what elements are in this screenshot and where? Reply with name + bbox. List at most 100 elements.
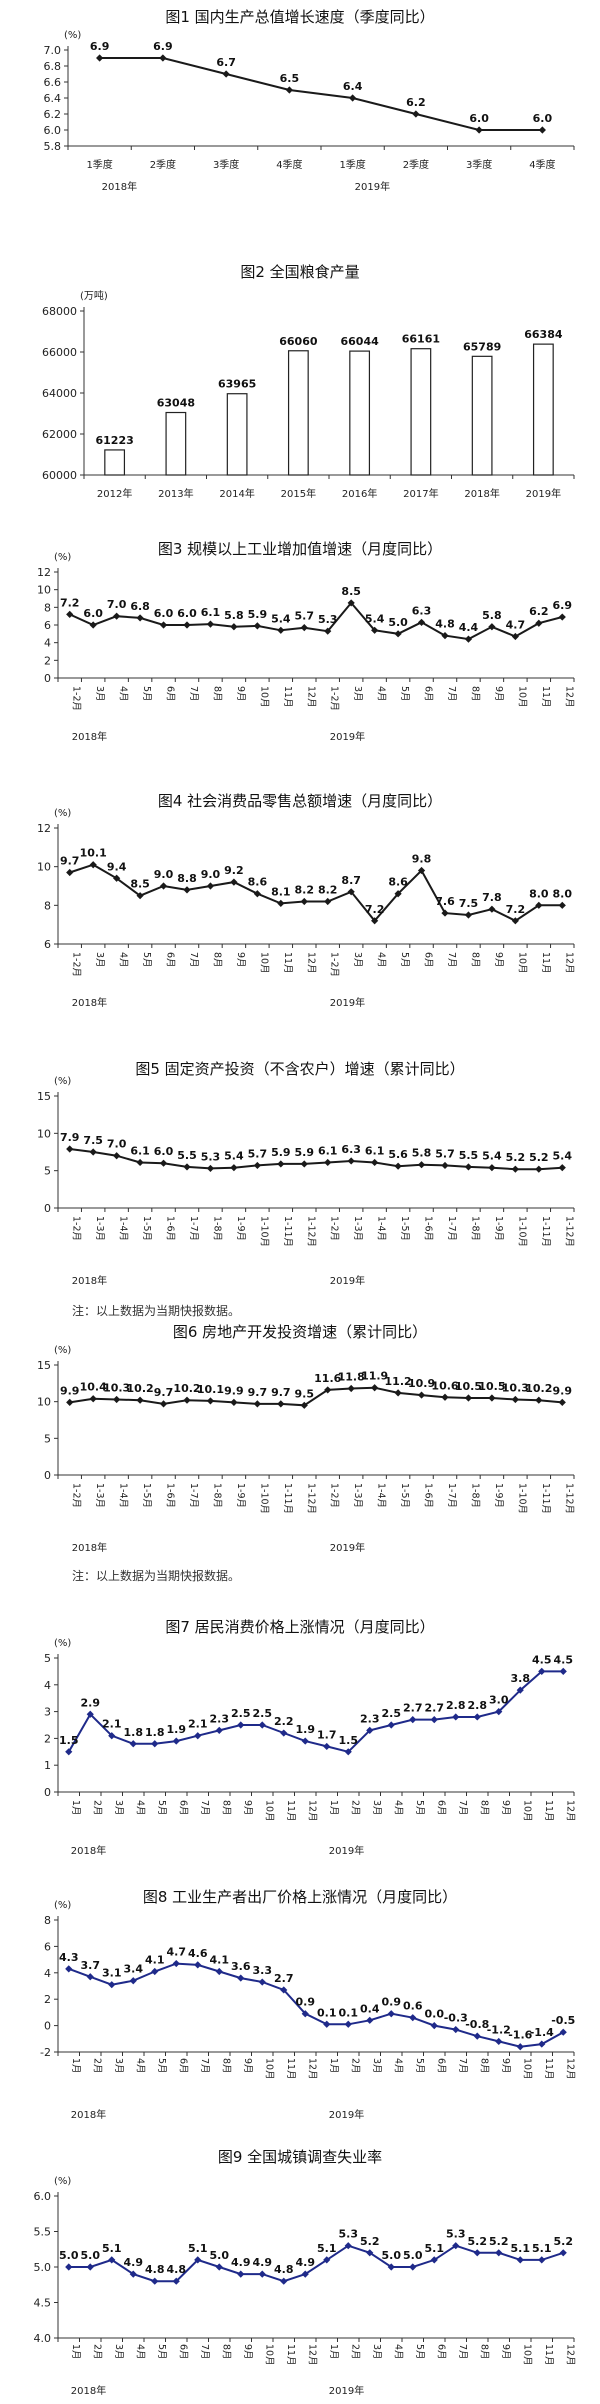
- data-label: 4.6: [188, 1947, 208, 1960]
- data-label: 2.8: [468, 1699, 488, 1712]
- data-label: 5.5: [177, 1149, 197, 1162]
- data-label: 9.0: [201, 868, 221, 881]
- data-point: [394, 630, 402, 638]
- y-tick-label: 5: [44, 1652, 51, 1665]
- figure-5: 图5 固定资产投资（不含农户）增速（累计同比） 0 5 10 15 (%) 7.9 1-2月…: [0, 1052, 600, 1322]
- data-point: [488, 1394, 496, 1402]
- x-tick-label: 6月: [423, 952, 434, 968]
- data-label: 2.7: [403, 1702, 423, 1715]
- y-tick-label: 10: [37, 1396, 51, 1409]
- x-tick-label: 9月: [242, 1800, 253, 1816]
- data-point: [159, 621, 168, 629]
- data-label: 7.2: [60, 596, 80, 609]
- y-tick-label: 15: [37, 1359, 51, 1372]
- data-point: [277, 1160, 285, 1168]
- data-label: 2.2: [274, 1715, 294, 1728]
- x-tick-label: 11月: [285, 1800, 296, 1822]
- y-tick-label: 4.0: [34, 2332, 52, 2345]
- data-point: [285, 86, 293, 94]
- x-tick-label: 1-2月: [71, 952, 82, 977]
- data-label: 4.9: [253, 2256, 273, 2269]
- x-tick-label: 1-11月: [282, 1483, 293, 1514]
- data-label: 5.9: [295, 1146, 315, 1159]
- data-point: [535, 619, 543, 627]
- x-tick-label: 8月: [478, 2344, 489, 2360]
- data-point: [417, 866, 426, 875]
- x-tick-label: 12月: [306, 1800, 317, 1822]
- y-tick-label: 5.0: [34, 2261, 52, 2274]
- data-label: 1.8: [124, 1726, 144, 1739]
- figure-1-chart: 5.8 6.0 6.2 6.4 6.6 6.8 7.0(%) 6.9 1季度 6.9 2季度 6.7 3…: [44, 30, 575, 193]
- figure-3: 图3 规模以上工业增加值增速（月度同比） 0 2 4 6 8 10 12 (%) 7.2 1-2月…: [0, 532, 600, 762]
- data-label: 5.4: [482, 1150, 502, 1163]
- x-tick-label: 5月: [156, 2344, 167, 2360]
- unit-label: (万吨): [80, 289, 108, 302]
- data-label: 8.6: [248, 876, 268, 889]
- data-label: 66044: [340, 335, 379, 348]
- data-point: [89, 621, 97, 629]
- series-line: [69, 1386, 563, 1407]
- data-label: 1.9: [296, 1723, 316, 1736]
- data-label: 6.0: [83, 607, 103, 620]
- data-label: 6.5: [280, 72, 300, 85]
- figure-5-note: 注：以上数据为当期快报数据。: [72, 1304, 241, 1318]
- data-point: [172, 1737, 180, 1745]
- x-tick-label: 3月: [352, 952, 363, 968]
- year-label: 2018年: [71, 2108, 106, 2121]
- x-tick-label: 1-9月: [493, 1483, 504, 1508]
- data-point: [538, 2040, 546, 2048]
- data-label: 6.1: [130, 1144, 150, 1157]
- data-point: [409, 2014, 417, 2022]
- series-line: [68, 1962, 564, 2048]
- x-tick-label: 10月: [516, 686, 527, 708]
- data-point: [230, 623, 238, 631]
- x-tick-label: 7月: [457, 2058, 468, 2074]
- x-tick-label: 10月: [263, 2058, 274, 2080]
- x-tick-label: 10月: [521, 1800, 532, 1822]
- data-point: [215, 1726, 223, 1734]
- year-label: 2018年: [72, 996, 107, 1009]
- y-tick-label: 10: [37, 861, 51, 874]
- figure-4: 图4 社会消费品零售总额增速（月度同比） 6 8 10 12 (%) 9.7 1-2月 10.…: [0, 784, 600, 1014]
- figure-3-chart: 0 2 4 6 8 10 12(%) 7.2 1-2月 6.0 3月 7.0 4月 6.8 5月 6.0 6月 6…: [37, 552, 575, 743]
- data-label: 5.8: [412, 1147, 432, 1160]
- x-tick-label: 1-4月: [118, 1483, 129, 1508]
- data-point: [473, 1713, 481, 1721]
- data-point: [558, 1164, 566, 1172]
- data-label: 8.0: [553, 887, 573, 900]
- data-label: 1.5: [339, 1734, 359, 1747]
- x-tick-label: 5月: [414, 2058, 425, 2074]
- x-tick-label: 2季度: [403, 158, 429, 171]
- data-point: [464, 911, 473, 919]
- x-tick-label: 9月: [493, 686, 504, 702]
- x-tick-label: 12月: [564, 2344, 575, 2366]
- figure-5-chart: 0 5 10 15(%) 7.9 1-2月 7.5 1-3月 7.0 1-4月 6.1 1-5月 6.0…: [37, 1076, 575, 1287]
- data-label: 9.8: [412, 853, 432, 866]
- data-label: 4.1: [210, 1953, 230, 1966]
- data-point: [430, 2256, 438, 2264]
- y-tick-label: 5: [44, 1165, 51, 1178]
- data-label: 6.0: [154, 607, 174, 620]
- data-label: 61223: [95, 434, 133, 447]
- x-tick-label: 1-10月: [516, 1483, 527, 1514]
- x-tick-label: 4季度: [529, 158, 555, 171]
- data-label: 5.7: [295, 610, 315, 623]
- data-label: 10.9: [408, 1377, 435, 1390]
- data-point: [183, 886, 191, 894]
- unit-label: (%): [54, 808, 71, 819]
- x-tick-label: 5月: [156, 1800, 167, 1816]
- data-point: [387, 1721, 395, 1729]
- data-point: [516, 1686, 524, 1694]
- data-label: 1.9: [167, 1723, 187, 1736]
- data-point: [516, 2043, 524, 2051]
- year-label: 2019年: [329, 2384, 364, 2397]
- data-point: [151, 1740, 159, 1748]
- data-label: 4.8: [145, 2263, 165, 2276]
- x-tick-label: 1季度: [86, 158, 112, 171]
- x-tick-label: 11月: [543, 2058, 554, 2080]
- data-label: 8.7: [341, 874, 361, 887]
- data-label: 9.7: [248, 1386, 268, 1399]
- x-tick-label: 4月: [134, 1800, 145, 1816]
- x-tick-label: 1-3月: [352, 1216, 363, 1241]
- data-label: 10.5: [455, 1380, 482, 1393]
